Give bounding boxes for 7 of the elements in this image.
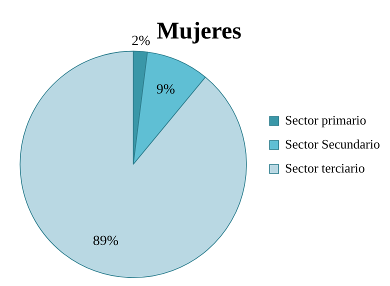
chart-title: Mujeres — [156, 18, 242, 45]
data-label: 9% — [156, 82, 176, 98]
legend-label: Sector primario — [285, 112, 366, 128]
data-label: 2% — [132, 34, 151, 50]
data-label: 89% — [92, 234, 119, 249]
legend-label: Sector terciario — [285, 160, 365, 176]
legend-label: Sector Secundario — [285, 136, 380, 152]
